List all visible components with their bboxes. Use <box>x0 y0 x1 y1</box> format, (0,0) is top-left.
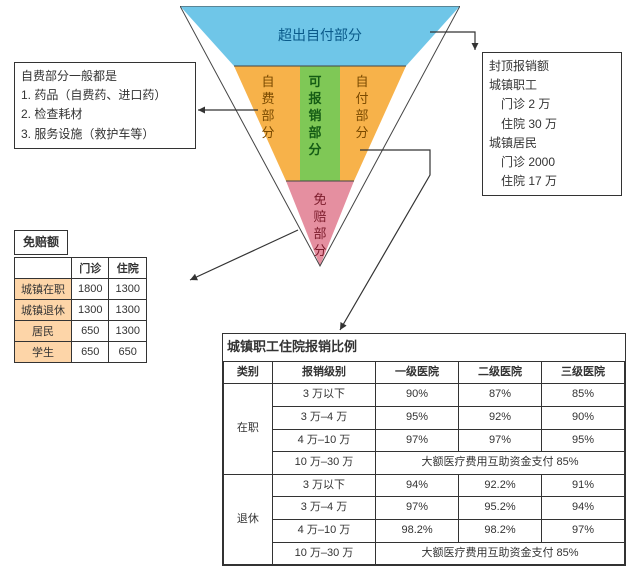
deduct-row-label: 学生 <box>15 342 72 363</box>
ratio-col-header: 报销级别 <box>272 361 375 384</box>
deduct-cell: 650 <box>72 342 109 363</box>
deduct-col-header: 住院 <box>109 258 146 279</box>
cap-line: 城镇居民 <box>489 134 615 153</box>
deduct-cell: 650 <box>109 342 146 363</box>
ratio-cell: 90% <box>376 384 459 407</box>
ratio-level: 3 万以下 <box>272 474 375 497</box>
deductible-block: 免赔额 门诊住院城镇在职18001300城镇退休13001300居民650130… <box>14 230 147 363</box>
ratio-cell: 95% <box>541 429 624 452</box>
deduct-col-header: 门诊 <box>72 258 109 279</box>
deduct-row-label: 城镇退休 <box>15 300 72 321</box>
deduct-cell: 650 <box>72 321 109 342</box>
cap-line: 城镇职工 <box>489 76 615 95</box>
ratio-cell: 90% <box>541 406 624 429</box>
cap-box: 封顶报销额 城镇职工 门诊 2 万 住院 30 万城镇居民 门诊 2000 住院… <box>482 52 622 196</box>
ratio-cell: 87% <box>459 384 542 407</box>
ratio-cell: 97% <box>376 497 459 520</box>
cap-line: 门诊 2000 <box>489 153 615 172</box>
ratio-level: 3 万–4 万 <box>272 497 375 520</box>
cap-line: 门诊 2 万 <box>489 95 615 114</box>
ratio-level: 3 万–4 万 <box>272 406 375 429</box>
self-pay-item: 2. 检查耗材 <box>21 105 189 124</box>
self-pay-item: 1. 药品（自费药、进口药） <box>21 86 189 105</box>
ratio-level: 4 万–10 万 <box>272 429 375 452</box>
cap-line: 住院 30 万 <box>489 115 615 134</box>
cap-title: 封顶报销额 <box>489 57 615 76</box>
ratio-table: 类别报销级别一级医院二级医院三级医院在职3 万以下90%87%85%3 万–4 … <box>223 361 625 565</box>
self-pay-title: 自费部分一般都是 <box>21 67 189 86</box>
deduct-col-header <box>15 258 72 279</box>
deduct-cell: 1800 <box>72 279 109 300</box>
deduct-cell: 1300 <box>109 321 146 342</box>
ratio-level: 10 万–30 万 <box>272 542 375 565</box>
ratio-level: 4 万–10 万 <box>272 519 375 542</box>
ratio-cell: 98.2% <box>459 519 542 542</box>
ratio-cell: 92.2% <box>459 474 542 497</box>
ratio-cell: 94% <box>541 497 624 520</box>
ratio-cell: 97% <box>459 429 542 452</box>
cap-line: 住院 17 万 <box>489 172 615 191</box>
ratio-span-cell: 大额医疗费用互助资金支付 85% <box>376 452 625 475</box>
ratio-span-cell: 大额医疗费用互助资金支付 85% <box>376 542 625 565</box>
ratio-cell: 95% <box>376 406 459 429</box>
ratio-cell: 94% <box>376 474 459 497</box>
deduct-row-label: 城镇在职 <box>15 279 72 300</box>
deductible-title: 免赔额 <box>14 230 68 255</box>
ratio-cell: 92% <box>459 406 542 429</box>
ratio-title: 城镇职工住院报销比例 <box>223 334 625 361</box>
ratio-col-header: 一级医院 <box>376 361 459 384</box>
deduct-row-label: 居民 <box>15 321 72 342</box>
deductible-table: 门诊住院城镇在职18001300城镇退休13001300居民6501300学生6… <box>14 257 147 363</box>
ratio-group-label: 在职 <box>224 384 273 474</box>
self-pay-box: 自费部分一般都是 1. 药品（自费药、进口药）2. 检查耗材3. 服务设施（救护… <box>14 62 196 149</box>
self-pay-item: 3. 服务设施（救护车等） <box>21 125 189 144</box>
ratio-col-header: 类别 <box>224 361 273 384</box>
deduct-cell: 1300 <box>109 300 146 321</box>
deduct-cell: 1300 <box>72 300 109 321</box>
ratio-level: 3 万以下 <box>272 384 375 407</box>
ratio-level: 10 万–30 万 <box>272 452 375 475</box>
ratio-group-label: 退休 <box>224 474 273 564</box>
ratio-cell: 97% <box>541 519 624 542</box>
ratio-cell: 91% <box>541 474 624 497</box>
ratio-cell: 85% <box>541 384 624 407</box>
deduct-cell: 1300 <box>109 279 146 300</box>
ratio-box: 城镇职工住院报销比例 类别报销级别一级医院二级医院三级医院在职3 万以下90%8… <box>222 333 626 566</box>
ratio-col-header: 三级医院 <box>541 361 624 384</box>
ratio-cell: 95.2% <box>459 497 542 520</box>
ratio-cell: 98.2% <box>376 519 459 542</box>
ratio-cell: 97% <box>376 429 459 452</box>
ratio-col-header: 二级医院 <box>459 361 542 384</box>
